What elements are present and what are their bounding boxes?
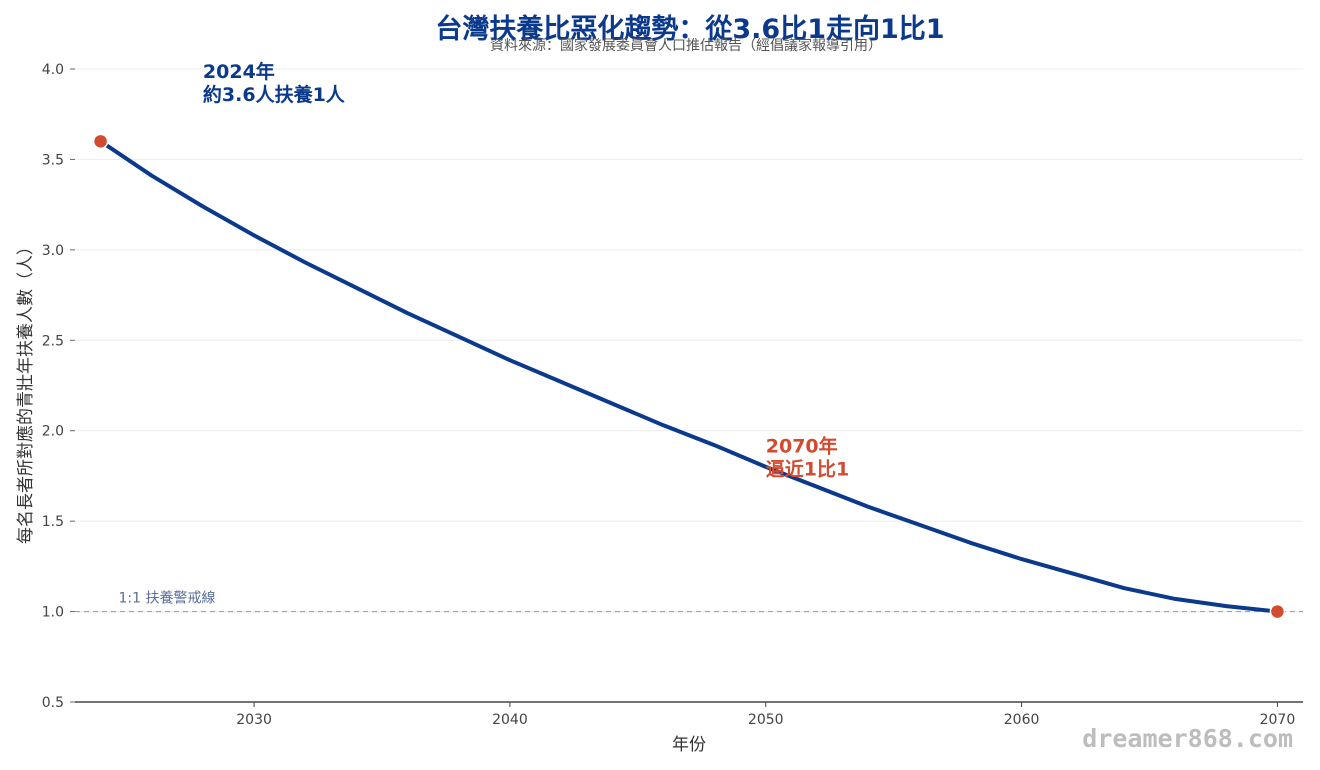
annotation-line: 約3.6人扶養1人 bbox=[203, 83, 346, 106]
data-point-marker bbox=[1269, 603, 1286, 620]
y-tick-label: 1.0 bbox=[42, 605, 64, 621]
y-tick-label: 1.5 bbox=[42, 514, 64, 530]
y-tick-label: 2.0 bbox=[42, 424, 64, 440]
axes: 0.5 1.0 1.5 2.0 2.5 3.0 3.5 4.0 2030 2040 2050 2060… bbox=[42, 62, 1303, 728]
chart-subtitle: 資料來源：國家發展委員會人口推估報告（經倡議家報導引用） bbox=[490, 37, 882, 54]
x-tick-label: 2030 bbox=[236, 712, 272, 728]
markers-group bbox=[92, 133, 1286, 620]
annotation-line: 2024年 bbox=[203, 60, 275, 83]
y-tick-label: 2.5 bbox=[42, 333, 64, 349]
y-tick-label: 4.0 bbox=[42, 62, 64, 78]
x-tick-label: 2040 bbox=[492, 712, 528, 728]
watermark: dreamer868.com bbox=[1082, 724, 1293, 753]
series-group bbox=[98, 139, 1280, 614]
reference-line-group: 1:1 扶養警戒線 bbox=[75, 590, 1303, 613]
annotation-label: 2070年逼近1比1 bbox=[766, 434, 849, 480]
gridlines bbox=[75, 68, 1303, 613]
x-tick-label: 2060 bbox=[1004, 712, 1040, 728]
y-tick-label: 3.0 bbox=[42, 243, 64, 259]
y-tick-label: 3.5 bbox=[42, 152, 64, 168]
annotations-group: 2024年約3.6人扶養1人 2070年逼近1比1 bbox=[203, 60, 849, 480]
y-axis-title: 每名長者所對應的青壯年扶養人數（人） bbox=[15, 238, 36, 544]
reference-line-label: 1:1 扶養警戒線 bbox=[118, 590, 215, 607]
chart-title: 台灣扶養比惡化趨勢：從3.6比1走向1比1 bbox=[435, 13, 944, 45]
data-point-marker bbox=[92, 133, 109, 150]
y-tick-label: 0.5 bbox=[42, 695, 64, 711]
x-tick-label: 2050 bbox=[748, 712, 784, 728]
annotation-label: 2024年約3.6人扶養1人 bbox=[203, 60, 346, 106]
x-axis-title: 年份 bbox=[672, 735, 706, 755]
annotation-line: 2070年 bbox=[766, 434, 838, 457]
annotation-line: 逼近1比1 bbox=[766, 458, 849, 480]
series-line bbox=[98, 139, 1280, 614]
x-tick-label: 2070 bbox=[1260, 712, 1296, 728]
